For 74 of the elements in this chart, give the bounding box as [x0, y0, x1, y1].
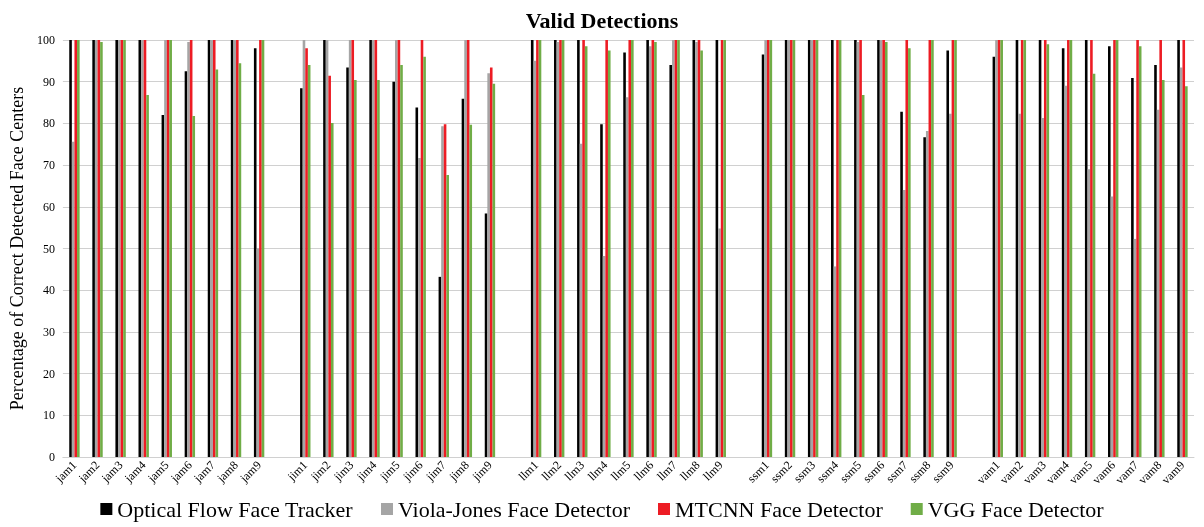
bar	[648, 46, 652, 457]
bar	[600, 124, 603, 457]
y-tick-label: 20	[42, 366, 55, 381]
bar	[1084, 40, 1088, 457]
bar	[69, 40, 72, 457]
bar	[582, 40, 585, 457]
legend-label: Viola-Jones Face Detector	[397, 496, 631, 522]
bar	[305, 48, 308, 457]
bar	[354, 80, 357, 457]
bar	[607, 50, 611, 457]
bar	[377, 80, 380, 457]
legend-label: Optical Flow Face Tracker	[117, 496, 354, 522]
bar	[489, 67, 493, 457]
bar	[1131, 77, 1134, 457]
y-tick-label: 40	[42, 283, 55, 298]
bar	[1090, 40, 1093, 457]
bar	[400, 65, 403, 457]
y-tick-label: 10	[42, 408, 55, 423]
bar	[905, 40, 909, 457]
bar	[1159, 40, 1162, 457]
bar	[418, 158, 421, 457]
bar	[923, 137, 926, 457]
legend-label: MTCNN Face Detector	[675, 496, 884, 522]
bar	[1185, 86, 1188, 457]
bar	[446, 175, 449, 457]
bar	[949, 113, 952, 457]
bar	[577, 40, 580, 457]
bar	[669, 65, 673, 457]
bar	[900, 111, 903, 457]
bar	[605, 40, 608, 457]
y-tick-label: 60	[42, 199, 55, 214]
bar	[1108, 46, 1111, 457]
bar	[718, 228, 721, 457]
bar	[423, 56, 426, 457]
x-tick-label: llm9	[700, 458, 726, 484]
bar	[925, 130, 929, 457]
bar	[1136, 40, 1139, 457]
bar	[146, 95, 149, 457]
bar	[700, 50, 703, 457]
y-axis-title: Percentage of Correct Detected Face Centers	[7, 86, 27, 411]
bar	[253, 48, 257, 457]
bar	[1177, 40, 1180, 457]
bar	[346, 67, 349, 457]
bar	[530, 40, 534, 457]
bar	[300, 88, 303, 457]
bar	[646, 40, 649, 457]
bar	[946, 50, 950, 457]
x-tick-label: llm6	[631, 458, 657, 484]
bar	[1043, 40, 1047, 457]
y-tick-label: 90	[42, 74, 55, 89]
y-tick-label: 30	[42, 324, 55, 339]
legend-label: VGG Face Detector	[927, 496, 1105, 522]
bar	[1161, 80, 1165, 457]
bar	[623, 52, 626, 457]
bar	[1064, 85, 1068, 457]
x-tick-label: llm8	[677, 458, 703, 484]
bar	[328, 75, 331, 457]
bar	[330, 122, 334, 457]
bar	[908, 48, 911, 457]
y-tick-label: 70	[42, 158, 55, 173]
bar	[487, 73, 490, 457]
bar	[1182, 40, 1186, 457]
bar	[392, 81, 396, 457]
bar	[192, 115, 196, 457]
y-tick-label: 80	[42, 116, 55, 131]
y-tick-label: 0	[48, 450, 55, 464]
bar	[1018, 113, 1021, 457]
chart-title: Valid Detections	[525, 7, 679, 33]
y-tick-label: 100	[36, 33, 55, 47]
y-tick-label: 50	[42, 241, 55, 256]
bar	[469, 124, 473, 457]
bar	[831, 40, 834, 457]
bar	[1154, 65, 1157, 457]
bar	[1041, 117, 1044, 457]
